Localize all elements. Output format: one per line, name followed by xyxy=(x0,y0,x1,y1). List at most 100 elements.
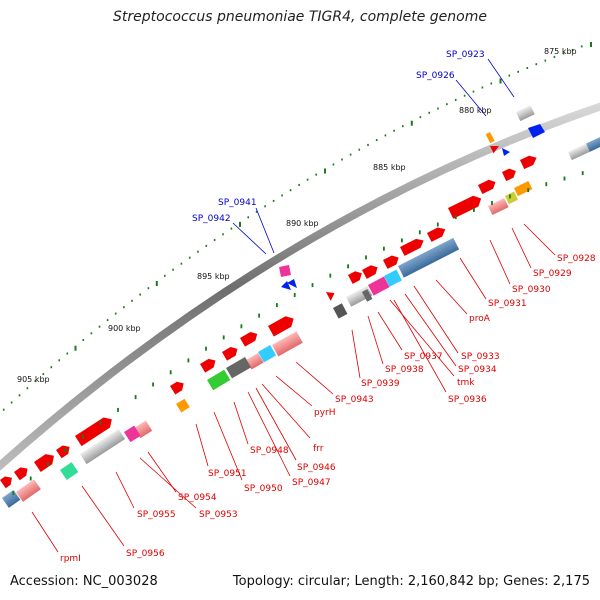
red-labels: SP_0928 SP_0929 SP_0930 SP_0931 proA SP_… xyxy=(31,223,596,564)
blue-labels: SP_0923 SP_0926 SP_0941 SP_0942 xyxy=(192,50,515,255)
scale-label-885: 885 kbp xyxy=(373,163,406,172)
scale-minor-tick xyxy=(562,52,565,55)
scale-minor-tick xyxy=(289,189,292,192)
scale-minor-tick xyxy=(58,359,60,362)
scale-minor-tick xyxy=(419,116,422,119)
topology-text: Topology: circular; Length: 2,160,842 bp… xyxy=(232,574,590,589)
outer-features xyxy=(279,105,545,290)
gene-tick xyxy=(545,182,548,187)
gene-tick xyxy=(491,201,493,205)
label-sp0938: SP_0938 xyxy=(385,365,424,375)
label-sp0934: SP_0934 xyxy=(458,365,497,375)
scale-major-tick xyxy=(590,42,592,47)
label-sp0943: SP_0943 xyxy=(335,395,374,405)
scale-minor-tick xyxy=(393,129,395,132)
scale-major-tick xyxy=(155,281,158,286)
label-sp0955: SP_0955 xyxy=(137,510,176,520)
scale-minor-tick xyxy=(517,70,519,73)
scale-minor-tick xyxy=(428,111,430,114)
scale-minor-tick xyxy=(544,59,547,62)
label-sp0928: SP_0928 xyxy=(557,254,596,264)
scale-minor-tick xyxy=(446,103,448,106)
scale-minor-tick xyxy=(66,352,69,355)
label-sp0941: SP_0941 xyxy=(218,198,257,208)
scale-minor-tick xyxy=(306,178,309,181)
scale-minor-tick xyxy=(358,148,361,151)
gene-tick xyxy=(293,293,296,297)
label-sp0930: SP_0930 xyxy=(512,285,551,295)
gene-tick xyxy=(454,215,457,220)
label-sp0950: SP_0950 xyxy=(244,484,283,494)
gene-tick xyxy=(117,407,119,412)
scale-minor-tick xyxy=(82,339,85,341)
label-sp0942: SP_0942 xyxy=(192,214,231,224)
scale-label-875: 875 kbp xyxy=(544,47,577,56)
scale-minor-tick xyxy=(34,380,37,383)
label-sp0936: SP_0936 xyxy=(448,395,487,405)
scale-minor-tick xyxy=(264,205,266,208)
scale-minor-tick xyxy=(123,306,125,309)
scale-label-880: 880 kbp xyxy=(459,106,492,115)
scale-minor-tick xyxy=(213,239,216,241)
scale-minor-tick xyxy=(490,82,493,85)
label-pyrh: pyrH xyxy=(314,408,336,418)
scale-minor-tick xyxy=(2,408,5,411)
scale-minor-tick xyxy=(114,312,117,315)
gene-arrow xyxy=(490,146,499,154)
label-sp0951: SP_0951 xyxy=(208,469,247,479)
label-sp0931: SP_0931 xyxy=(488,299,527,309)
scale-minor-tick xyxy=(580,45,583,48)
scale-minor-tick xyxy=(332,163,335,166)
scale-minor-tick xyxy=(281,194,283,197)
gene-tick xyxy=(258,313,260,318)
label-proa: proA xyxy=(469,314,491,324)
scale-minor-tick xyxy=(222,233,224,236)
gene-tick xyxy=(12,491,15,496)
scale-minor-tick xyxy=(349,153,352,156)
scale-minor-tick xyxy=(106,319,109,322)
gene-tick xyxy=(205,346,207,351)
scale-minor-tick xyxy=(147,287,150,290)
scale-minor-tick xyxy=(553,55,556,58)
scale-minor-tick xyxy=(375,139,378,142)
scale-minor-tick xyxy=(18,394,21,397)
scale-minor-tick xyxy=(131,299,133,302)
label-sp0947: SP_0947 xyxy=(292,478,331,488)
gene-tick xyxy=(134,395,137,400)
label-rpmi: rpmI xyxy=(60,554,81,564)
gene-tick xyxy=(527,188,530,193)
scale-minor-tick xyxy=(205,244,208,247)
label-sp0946: SP_0946 xyxy=(297,463,336,473)
gene-tick xyxy=(152,382,154,387)
scale-minor-tick xyxy=(298,183,300,186)
gene-tick xyxy=(383,246,385,251)
label-sp0929: SP_0929 xyxy=(533,269,572,279)
gene-tick xyxy=(64,448,67,453)
accession-text: Accession: NC_003028 xyxy=(10,574,158,589)
scale-minor-tick xyxy=(437,107,439,110)
scale-minor-tick xyxy=(341,158,343,161)
scale-minor-tick xyxy=(139,293,141,296)
scale-label-900: 900 kbp xyxy=(108,324,141,333)
scale-minor-tick xyxy=(50,366,53,369)
scale-minor-tick xyxy=(26,387,29,390)
gene-tick xyxy=(436,222,439,227)
scale-minor-tick xyxy=(180,262,183,265)
scale-minor-tick xyxy=(255,210,258,213)
scale-minor-tick xyxy=(315,173,317,176)
scale-minor-tick xyxy=(164,274,166,277)
gene-tick xyxy=(169,370,172,375)
label-sp0937: SP_0937 xyxy=(404,352,443,362)
gene-tick xyxy=(347,264,349,269)
scale-minor-tick xyxy=(481,86,484,89)
scale-minor-tick xyxy=(463,94,466,97)
scale-minor-tick xyxy=(367,143,369,146)
scale-label-905: 905 kbp xyxy=(17,375,50,384)
scale-minor-tick xyxy=(472,90,475,93)
scale-minor-tick xyxy=(188,256,191,259)
forward-strand-genes xyxy=(0,146,537,489)
scale-major-tick xyxy=(324,168,326,174)
label-sp0948: SP_0948 xyxy=(250,446,289,456)
gene-ticks xyxy=(12,171,584,496)
